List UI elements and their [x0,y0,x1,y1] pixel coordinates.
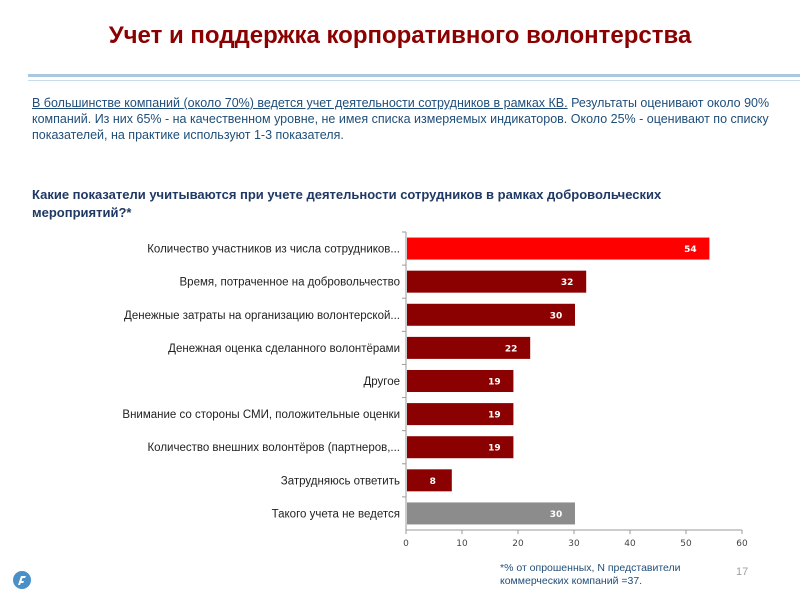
x-tick-label: 40 [624,539,636,549]
bar-value-label: 30 [550,311,563,321]
slide-title: Учет и поддержка корпоративного волонтер… [108,22,692,49]
bar [407,370,514,392]
title-divider [28,74,800,77]
intro-text: В большинстве компаний (около 70%) ведет… [32,95,772,143]
category-label: Другое [363,376,400,388]
x-tick-label: 20 [512,539,524,549]
bar [407,303,575,326]
bar-value-label: 19 [488,411,501,421]
bar [407,403,514,426]
category-label: Внимание со стороны СМИ, положительные о… [122,409,400,421]
x-tick-label: 30 [568,539,580,549]
category-label: Время, потраченное на добровольчество [180,277,401,289]
intro-line-1: В большинстве компаний (около 70%) ведет… [32,96,568,110]
bar [407,502,575,525]
bar [407,469,452,492]
category-label: Количество участников из числа сотрудник… [147,244,400,256]
bar-value-label: 32 [561,278,574,288]
page-number: 17 [736,566,749,578]
bar-value-label: 54 [684,245,697,255]
x-tick-label: 10 [456,539,468,549]
category-label: Количество внешних волонтёров (партнеров… [147,442,400,454]
x-tick-label: 60 [736,539,748,549]
bar-value-label: 19 [488,378,501,388]
bar-value-label: 8 [430,477,436,487]
bar-value-label: 22 [505,344,518,354]
bar [407,336,531,359]
bar [407,436,514,459]
bar [407,237,710,260]
chart-question: Какие показатели учитываются при учете д… [32,187,662,220]
intro-rest: Результаты оценивают около 90% компаний.… [32,96,770,142]
category-label: Такого учета не ведется [272,508,400,520]
category-label: Затрудняюсь ответить [281,475,400,487]
bar-value-label: 19 [488,444,501,454]
x-tick-label: 0 [403,539,409,549]
category-label: Денежные затраты на организацию волонтер… [124,310,400,322]
company-logo-icon [13,571,31,589]
bar [407,270,587,293]
footnote: *% от опрошенных, N представители коммер… [500,562,681,587]
title-divider-thin [28,80,800,81]
category-label: Денежная оценка сделанного волонтёрами [168,343,400,355]
x-tick-label: 50 [680,539,692,549]
bar-value-label: 30 [550,510,563,520]
